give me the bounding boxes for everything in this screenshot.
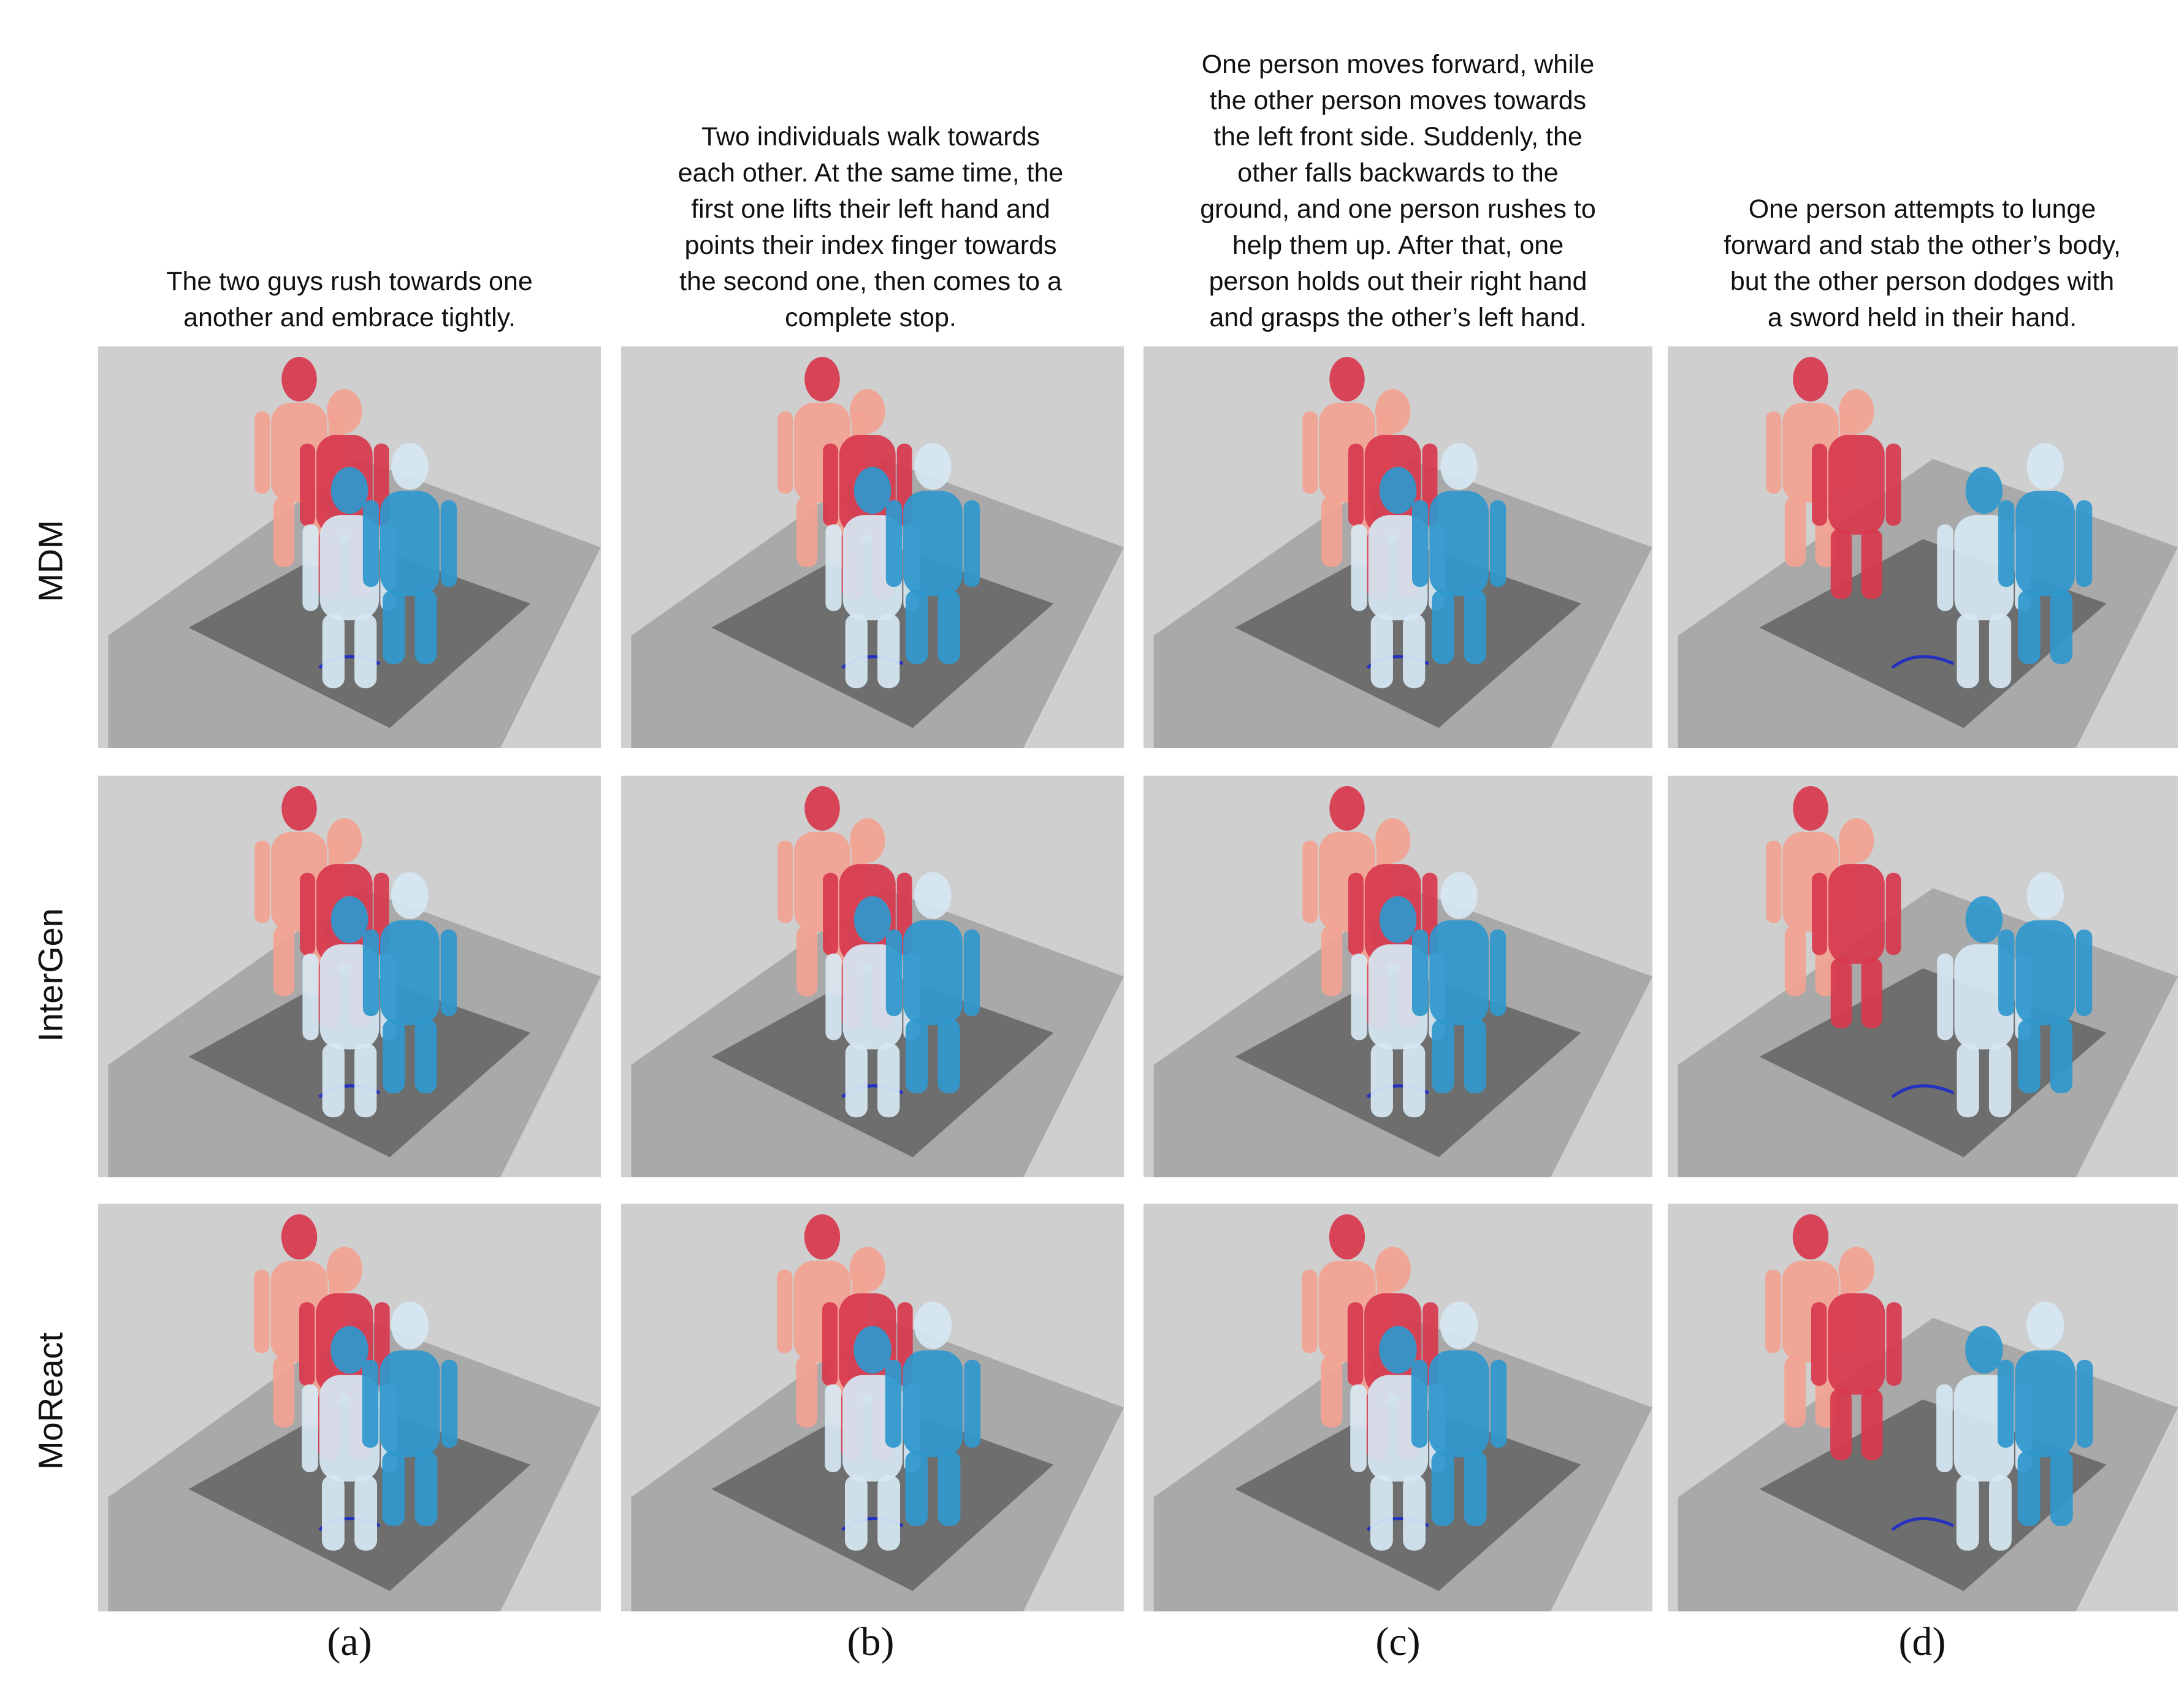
agent-b-figure [1998, 872, 2093, 1093]
caption-c: One person moves forward, while the other… [1140, 37, 1655, 336]
trajectory-line [1891, 1084, 1954, 1098]
trajectory-line [1891, 655, 1954, 669]
agent-b-figure [362, 872, 457, 1093]
caption-line: the second one, then comes to a [679, 267, 1062, 296]
caption-line: ground, and one person rushes to [1200, 194, 1596, 224]
column-label-c: (c) [1375, 1619, 1421, 1664]
caption-line: complete stop. [785, 303, 956, 332]
caption-line: first one lifts their left hand and [691, 194, 1050, 224]
panel-mdm-b [621, 346, 1124, 748]
agent-a-figure [1812, 389, 1901, 600]
column-label-d: (d) [1898, 1619, 1946, 1664]
agent-b-figure [1997, 1301, 2093, 1526]
agent-b-figure [1411, 1301, 1507, 1526]
agent-b-figure [1936, 1326, 2032, 1551]
caption-line: One person moves forward, while [1201, 50, 1595, 79]
panel-moreact-d [1668, 1204, 2178, 1611]
caption-line: each other. At the same time, the [678, 158, 1064, 188]
panel-mdm-c [1144, 346, 1652, 748]
caption-line: points their index finger towards [684, 231, 1057, 260]
agent-b-figure [885, 443, 980, 664]
caption-line: help them up. After that, one [1232, 231, 1564, 260]
caption-line: The two guys rush towards one [166, 267, 533, 296]
caption-a: The two guys rush towards one another and… [98, 61, 601, 336]
panel-moreact-c [1144, 1204, 1652, 1611]
caption-line: the other person moves towards [1209, 86, 1587, 115]
caption-line: person holds out their right hand [1208, 267, 1587, 296]
caption-line: a sword held in their hand. [1767, 303, 2077, 332]
agent-b-figure [1412, 443, 1506, 664]
agent-b-figure [362, 443, 457, 664]
panel-intergen-a [98, 776, 601, 1177]
panel-intergen-c [1144, 776, 1652, 1177]
panel-intergen-d [1668, 776, 2178, 1177]
column-label-a: (a) [327, 1619, 372, 1664]
panel-moreact-a [98, 1204, 601, 1611]
agent-a-figure [1811, 1247, 1902, 1461]
caption-b: Two individuals walk towards each other. … [619, 61, 1122, 336]
agent-b-figure [362, 1301, 458, 1526]
agent-b-figure [885, 1301, 981, 1526]
caption-line: One person attempts to lunge [1748, 194, 2096, 224]
panel-mdm-a [98, 346, 601, 748]
trajectory-line [1891, 1517, 1954, 1531]
caption-line: another and embrace tightly. [183, 303, 516, 332]
panel-intergen-b [621, 776, 1124, 1177]
panel-mdm-d [1668, 346, 2178, 748]
caption-line: but the other person dodges with [1730, 267, 2115, 296]
caption-line: the left front side. Suddenly, the [1213, 122, 1583, 151]
agent-b-figure [1412, 872, 1506, 1093]
caption-d: One person attempts to lunge forward and … [1665, 61, 2180, 336]
agent-b-figure [885, 872, 980, 1093]
caption-line: and grasps the other’s left hand. [1209, 303, 1587, 332]
caption-line: Two individuals walk towards [701, 122, 1040, 151]
column-label-b: (b) [847, 1619, 895, 1664]
panel-moreact-b [621, 1204, 1124, 1611]
agent-b-figure [1998, 443, 2093, 664]
caption-line: forward and stab the other’s body, [1724, 231, 2121, 260]
agent-a-figure [1812, 818, 1901, 1029]
caption-line: other falls backwards to the [1237, 158, 1559, 188]
